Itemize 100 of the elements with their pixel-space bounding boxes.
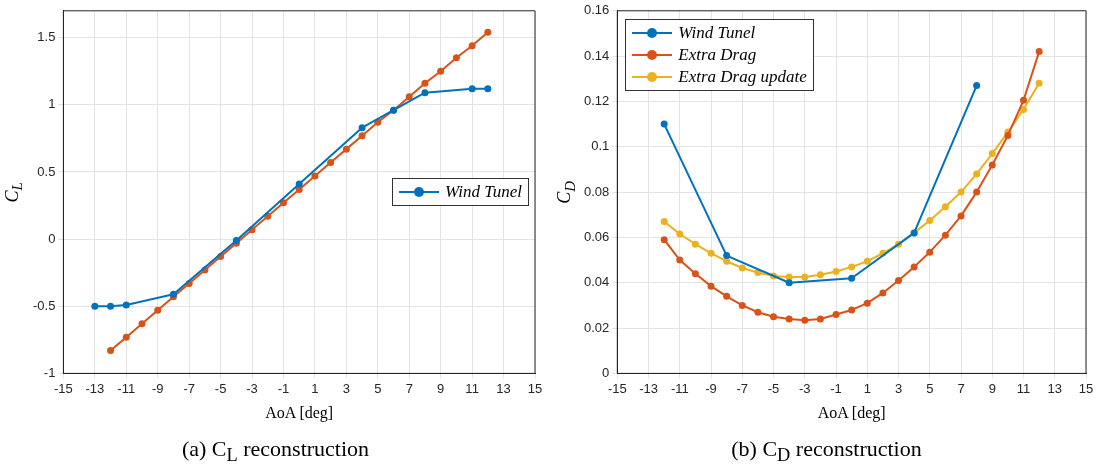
legend-label: Wind Tunel bbox=[445, 181, 522, 204]
point bbox=[832, 267, 840, 275]
point bbox=[848, 263, 856, 271]
x-tick-label: -1 bbox=[277, 380, 290, 396]
y-tick-label: 0.5 bbox=[37, 163, 56, 179]
text: (b) C$_{D}$ reconstruction bbox=[730, 436, 923, 467]
point bbox=[691, 270, 699, 278]
x-tick-label: 1 bbox=[311, 380, 319, 396]
y-tick-label: 1 bbox=[48, 96, 56, 112]
point bbox=[107, 302, 115, 310]
x-tick-label: 7 bbox=[405, 380, 413, 396]
point bbox=[863, 257, 871, 265]
point bbox=[957, 188, 965, 196]
legend-label: Extra Drag update bbox=[678, 65, 807, 88]
x-tick-label: 5 bbox=[926, 380, 934, 396]
x-tick-label: 15 bbox=[1078, 380, 1094, 396]
y-tick-label: 0.08 bbox=[583, 183, 610, 199]
x-tick-label: 11 bbox=[465, 380, 479, 396]
point bbox=[707, 249, 715, 257]
y-tick-label: 0.04 bbox=[583, 274, 610, 290]
point bbox=[452, 54, 460, 62]
point bbox=[848, 306, 856, 314]
point bbox=[1020, 105, 1028, 113]
point bbox=[421, 79, 429, 87]
point bbox=[279, 199, 287, 207]
point bbox=[723, 292, 731, 300]
legend-label: Wind Tunel bbox=[678, 21, 756, 44]
point bbox=[988, 150, 996, 158]
point bbox=[405, 93, 413, 101]
x-tick-label: -9 bbox=[151, 380, 164, 396]
point bbox=[910, 263, 918, 271]
x-tick-label: -3 bbox=[799, 380, 811, 396]
x-tick-label: -5 bbox=[214, 380, 227, 396]
point bbox=[107, 347, 115, 355]
y-tick-label: 0.12 bbox=[583, 93, 610, 109]
point bbox=[468, 85, 476, 93]
x-tick-label: 9 bbox=[437, 380, 445, 396]
y-tick-label: 0 bbox=[48, 230, 56, 246]
point bbox=[738, 264, 746, 272]
y-tick-label: 0 bbox=[602, 364, 610, 380]
point bbox=[676, 230, 684, 238]
x-tick-label: 5 bbox=[374, 380, 382, 396]
y-tick-label: 0.06 bbox=[583, 229, 610, 244]
point bbox=[754, 308, 762, 316]
point bbox=[91, 302, 99, 310]
point bbox=[973, 170, 981, 178]
point bbox=[1020, 96, 1028, 104]
point bbox=[801, 273, 809, 281]
y-tick-label: -1 bbox=[43, 364, 56, 380]
point bbox=[707, 282, 715, 290]
point bbox=[421, 89, 429, 97]
x-tick-label: -5 bbox=[767, 380, 780, 396]
y-tick-label: 0.16 bbox=[583, 2, 610, 18]
point bbox=[770, 313, 778, 321]
point bbox=[723, 257, 731, 265]
point bbox=[484, 28, 492, 36]
x-tick-label: 11 bbox=[1016, 380, 1031, 396]
point bbox=[676, 256, 684, 264]
point bbox=[879, 289, 887, 297]
x-tick-label: -13 bbox=[639, 380, 658, 396]
y-tick-label: 0.02 bbox=[583, 319, 610, 335]
point bbox=[738, 301, 746, 309]
y-tick-label: 0.1 bbox=[591, 138, 610, 154]
point bbox=[295, 180, 303, 188]
x-tick-label: -7 bbox=[736, 380, 749, 396]
point bbox=[437, 67, 445, 75]
y-tick-label: -0.5 bbox=[32, 297, 56, 313]
x-tick-label: -11 bbox=[117, 380, 136, 396]
point bbox=[863, 299, 871, 307]
point bbox=[327, 159, 335, 167]
point bbox=[660, 120, 668, 128]
point bbox=[848, 274, 856, 282]
point bbox=[1035, 79, 1043, 87]
point bbox=[358, 124, 366, 132]
x-tick-label: -1 bbox=[830, 380, 842, 396]
x-tick-label: -9 bbox=[705, 380, 717, 396]
point bbox=[484, 85, 492, 93]
point bbox=[660, 236, 668, 244]
x-tick-label: 1 bbox=[863, 380, 871, 396]
point bbox=[832, 310, 840, 318]
point bbox=[801, 316, 809, 324]
point bbox=[138, 320, 146, 328]
x-tick-label: 13 bbox=[1047, 380, 1062, 396]
point bbox=[941, 203, 949, 211]
x-tick-label: 15 bbox=[527, 380, 543, 396]
point bbox=[973, 188, 981, 196]
point bbox=[1035, 48, 1043, 56]
point bbox=[723, 252, 731, 260]
point bbox=[358, 132, 366, 140]
point bbox=[941, 231, 949, 239]
point bbox=[785, 315, 793, 323]
x-tick-label: -3 bbox=[246, 380, 258, 396]
point bbox=[342, 145, 350, 153]
y-tick-label: 0.14 bbox=[583, 47, 610, 63]
point bbox=[926, 216, 934, 224]
point bbox=[468, 42, 476, 50]
legend-label: Extra Drag bbox=[678, 43, 757, 66]
point bbox=[973, 82, 981, 90]
point bbox=[895, 276, 903, 284]
y-tick-label: 1.5 bbox=[37, 29, 56, 45]
